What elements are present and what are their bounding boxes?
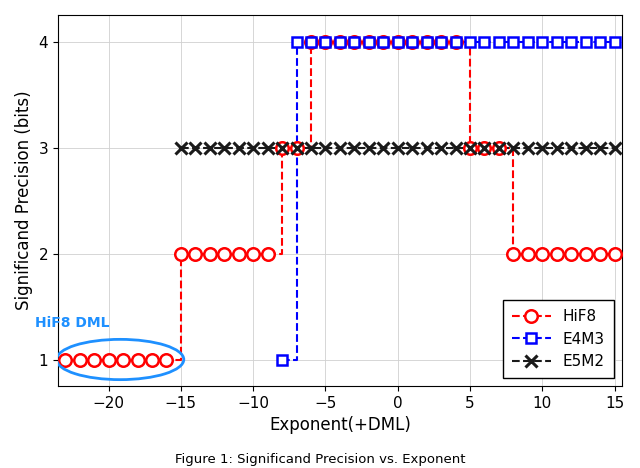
X-axis label: Exponent(+DML): Exponent(+DML) — [269, 416, 411, 434]
Y-axis label: Significand Precision (bits): Significand Precision (bits) — [15, 91, 33, 310]
Text: Figure 1: Significand Precision vs. Exponent: Figure 1: Significand Precision vs. Expo… — [175, 453, 465, 466]
Text: HiF8 DML: HiF8 DML — [35, 316, 109, 330]
Legend: HiF8, E4M3, E5M2: HiF8, E4M3, E5M2 — [503, 300, 614, 378]
